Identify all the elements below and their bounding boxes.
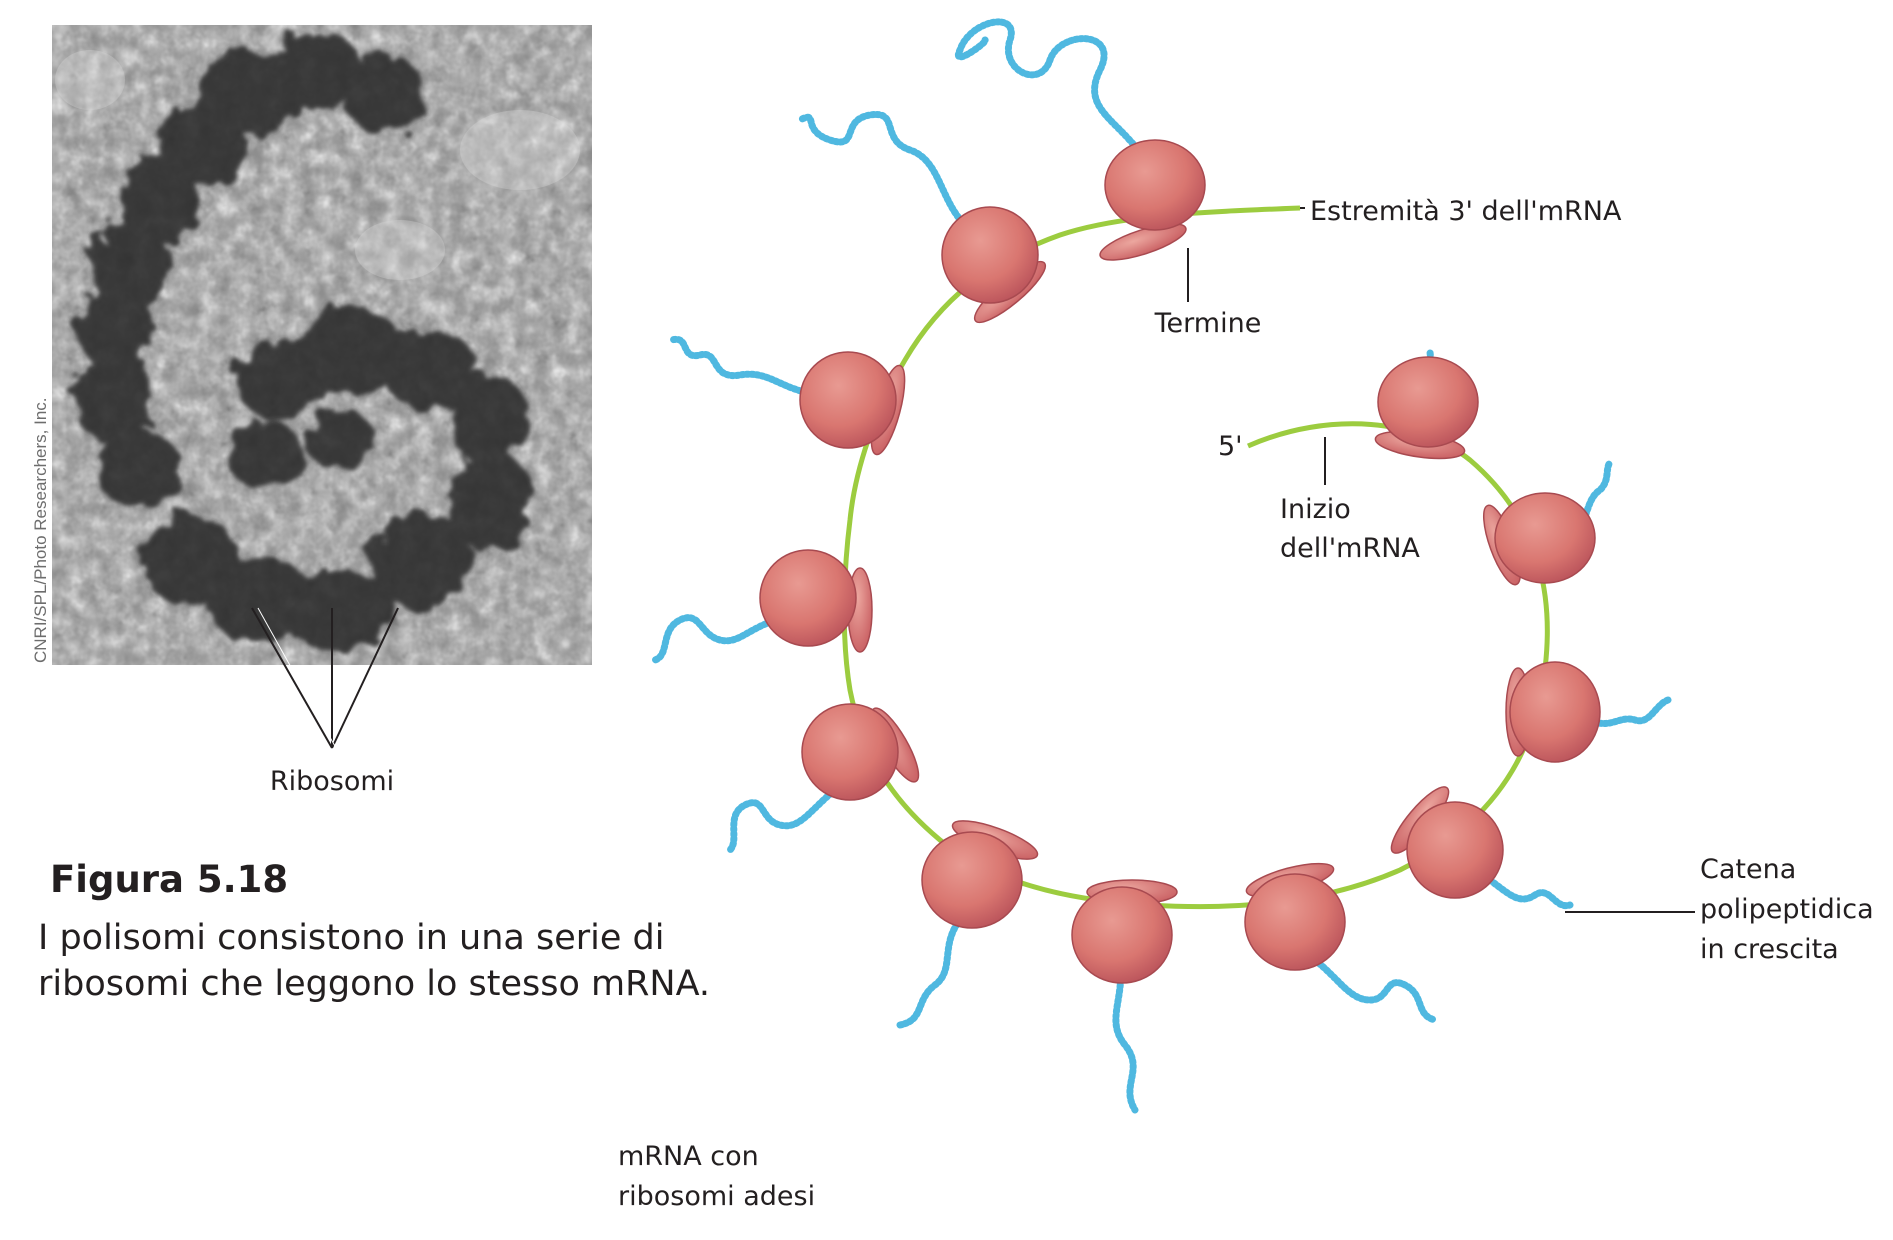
termination-label: Termine <box>1154 308 1262 339</box>
ribosome-9 <box>1390 786 1504 899</box>
electron-micrograph <box>52 25 592 665</box>
five-prime-label: 5' <box>1218 431 1243 462</box>
ribosome-pointer-lines <box>251 607 399 749</box>
figure-caption: I polisomi consistono in una serie di ri… <box>38 918 711 1004</box>
bottom-label-line2: ribosomi adesi <box>618 1181 815 1212</box>
start-label-line1: Inizio <box>1280 494 1351 525</box>
end-3-label: Estremità 3' dell'mRNA <box>1310 196 1622 227</box>
ribosome-2 <box>941 206 1047 324</box>
leader-lines <box>1187 207 1695 913</box>
ribosome-10 <box>1505 661 1601 763</box>
ribosome-8 <box>1244 862 1346 971</box>
ribosome-12 <box>1374 356 1479 460</box>
ribosomes-label: Ribosomi <box>270 766 394 797</box>
figure-title: Figura 5.18 <box>50 858 289 901</box>
bottom-label-line1: mRNA con <box>618 1141 759 1172</box>
ribosome-1 <box>1099 139 1206 261</box>
ribosome-11 <box>1482 492 1596 586</box>
ribosome-5 <box>801 703 920 801</box>
photo-credit: CNRI/SPL/Photo Researchers, Inc. <box>31 397 50 663</box>
start-label-line2: dell'mRNA <box>1280 533 1420 564</box>
polysome-diagram: Estremità 3' dell'mRNA Termine 5' Inizio… <box>618 18 1874 1212</box>
chain-label-line3: in crescita <box>1700 934 1839 965</box>
polypeptide-chains <box>651 18 1672 1114</box>
ribosome-6 <box>921 820 1039 929</box>
ribosome-3 <box>799 351 906 456</box>
ribosome-4 <box>759 549 873 653</box>
ribosome-7 <box>1071 879 1178 984</box>
chain-label-line1: Catena <box>1700 854 1796 885</box>
chain-label-line2: polipeptidica <box>1700 894 1874 925</box>
